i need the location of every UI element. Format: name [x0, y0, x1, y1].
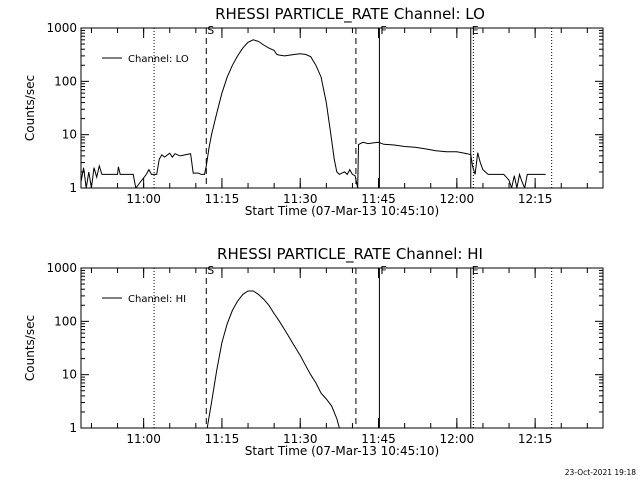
x-tick-label: 12:15 [518, 432, 553, 446]
x-axis-label: Start Time (07-Mar-13 10:45:10) [245, 444, 439, 458]
y-axis-label: Counts/sec [23, 75, 37, 141]
y-tick-label: 100 [54, 74, 77, 88]
event-marker-label: S [207, 24, 214, 37]
legend-label: Channel: HI [128, 294, 186, 305]
event-marker-label: E [472, 24, 479, 37]
footer-timestamp: 23-Oct-2021 19:18 [565, 468, 636, 477]
panel-lo: RHESSI PARTICLE_RATE Channel: LO 1 10 100 10… [23, 5, 604, 218]
x-tick-label: 11:15 [205, 192, 240, 206]
series-line [206, 290, 340, 428]
panel-hi: RHESSI PARTICLE_RATE Channel: HI 1 10 100 10… [23, 245, 604, 458]
x-tick-label: 12:00 [440, 192, 475, 206]
event-marker-label: F [380, 24, 386, 37]
y-tick-label: 1 [69, 421, 77, 435]
y-tick-label: 1000 [46, 21, 77, 35]
y-tick-label: 100 [54, 314, 77, 328]
x-tick-label: 11:15 [205, 432, 240, 446]
y-axis-label: Counts/sec [23, 315, 37, 381]
chart-title: RHESSI PARTICLE_RATE Channel: HI [217, 245, 483, 264]
plot-frame [80, 267, 604, 429]
event-marker-label: E [472, 264, 479, 277]
x-tick-label: 11:30 [283, 192, 318, 206]
legend-label: Channel: LO [128, 54, 189, 65]
x-tick-label: 11:30 [283, 432, 318, 446]
event-marker-label: S [207, 264, 214, 277]
x-tick-label: 11:00 [126, 432, 161, 446]
x-tick-label: 11:45 [361, 192, 396, 206]
x-tick-label: 11:45 [361, 432, 396, 446]
series-line [81, 39, 546, 188]
x-axis-label: Start Time (07-Mar-13 10:45:10) [245, 204, 439, 218]
event-marker-label: F [380, 264, 386, 277]
chart-title: RHESSI PARTICLE_RATE Channel: LO [215, 5, 485, 24]
y-tick-label: 1000 [46, 261, 77, 275]
x-tick-label: 12:15 [518, 192, 553, 206]
y-tick-label: 10 [62, 368, 77, 382]
y-tick-label: 10 [62, 128, 77, 142]
plot-frame [80, 27, 604, 189]
x-tick-label: 12:00 [440, 432, 475, 446]
x-tick-label: 11:00 [126, 192, 161, 206]
y-tick-label: 1 [69, 181, 77, 195]
